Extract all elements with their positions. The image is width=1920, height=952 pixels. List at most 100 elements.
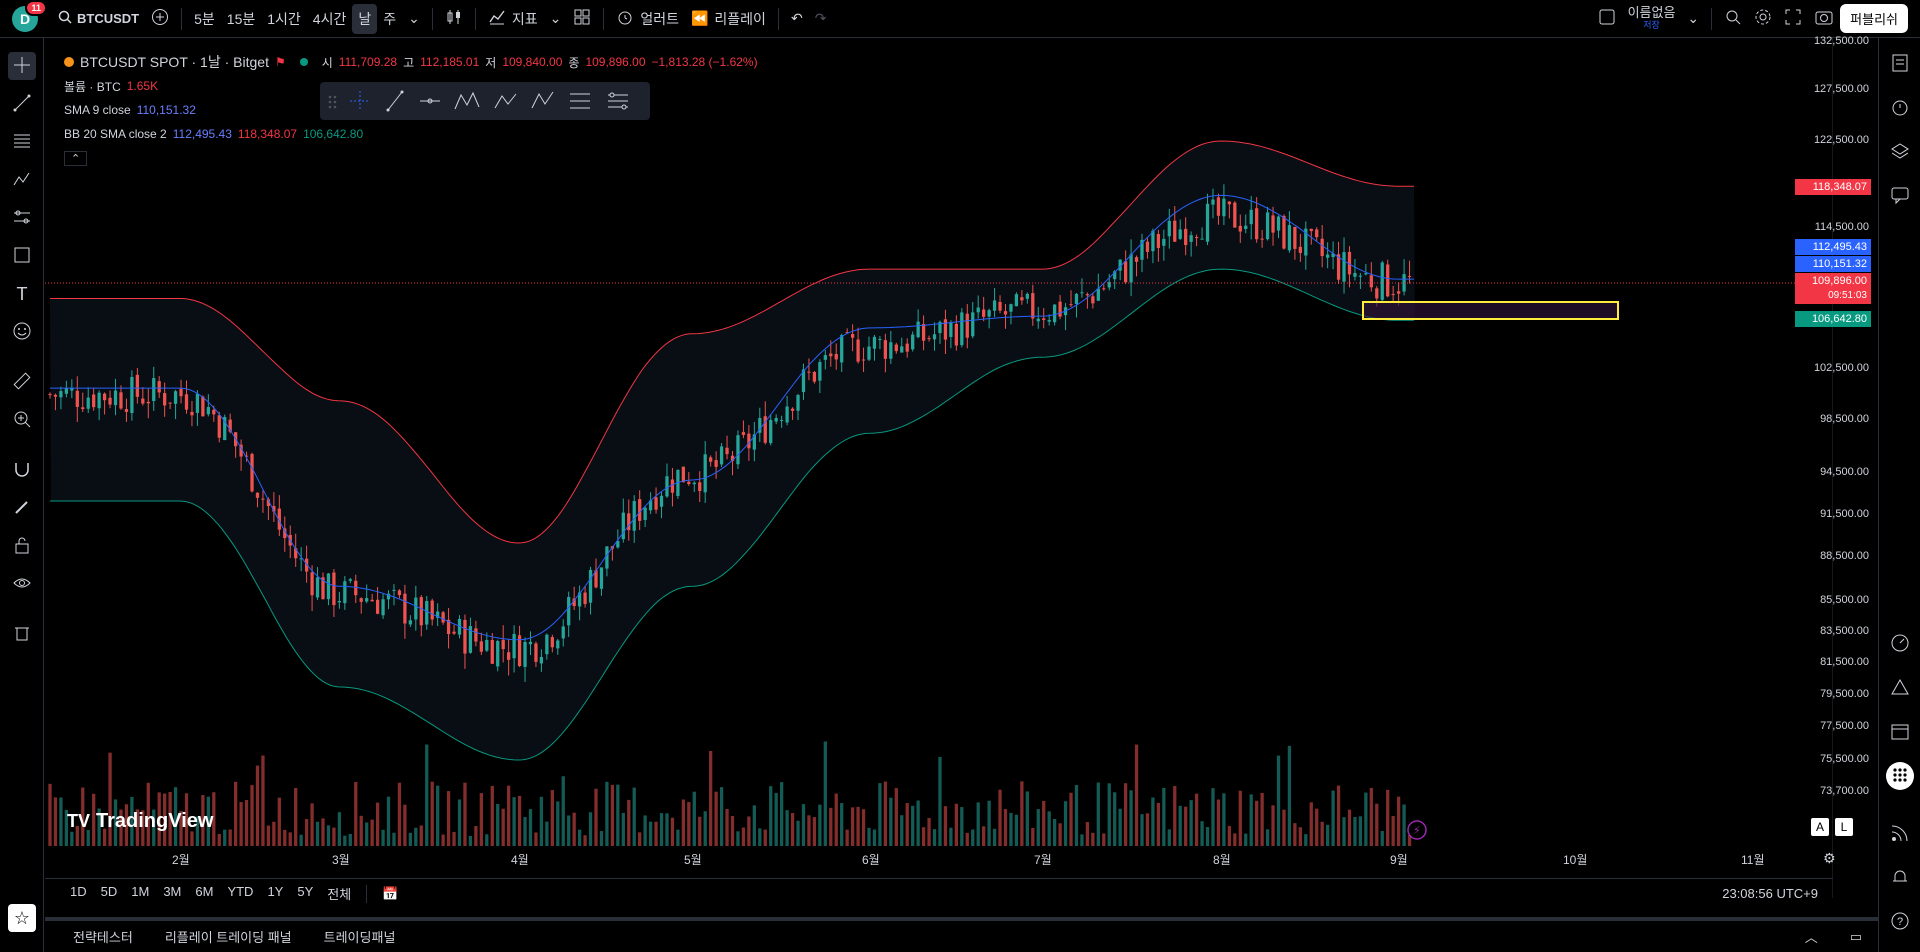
sma-legend-row[interactable]: SMA 9 close 110,151.32 <box>64 103 196 117</box>
auto-scale-button[interactable]: A <box>1811 818 1829 836</box>
legend-title: BTCUSDT SPOT · 1날 · Bitget <box>80 54 269 70</box>
intervals-dropdown[interactable]: ⌄ <box>402 4 426 34</box>
range-button[interactable]: 3M <box>163 884 182 899</box>
tab-strategy-tester[interactable]: 전략테스터 <box>73 930 133 945</box>
magnet-tool[interactable] <box>8 456 36 484</box>
volume-legend-row[interactable]: 볼륨 · BTC 1.65K <box>64 79 159 94</box>
favorites-button[interactable]: ☆ <box>8 904 36 932</box>
bb-legend-row[interactable]: BB 20 SMA close 2 112,495.43 118,348.07 … <box>64 127 364 141</box>
shape-tool[interactable] <box>8 242 36 270</box>
drawing-mode-tool[interactable] <box>8 494 36 522</box>
templates-button[interactable] <box>567 4 597 34</box>
volume-bar <box>616 784 620 846</box>
tab-trading-panel[interactable]: 트레이딩패널 <box>323 930 396 945</box>
scale-settings-button[interactable]: ⚙ <box>1823 850 1836 867</box>
object-tree-button[interactable] <box>1886 138 1914 166</box>
interval-1d[interactable]: 날 <box>352 3 378 34</box>
trend-line-tool[interactable] <box>8 90 36 118</box>
crosshair-tool[interactable] <box>8 52 36 80</box>
publish-button[interactable]: 퍼블리쉬 <box>1840 4 1908 33</box>
interval-1h[interactable]: 1시간 <box>267 10 301 27</box>
range-button[interactable]: 1M <box>131 884 150 899</box>
text-tool[interactable]: T <box>8 280 36 308</box>
tab-replay-trading[interactable]: 리플레이 트레이딩 패널 <box>164 930 292 945</box>
alerts-button[interactable] <box>1886 94 1914 122</box>
range-button[interactable]: 5D <box>100 884 118 899</box>
candle-body <box>550 637 554 648</box>
zoom-tool[interactable] <box>8 406 36 434</box>
range-button[interactable]: 전체 <box>327 887 352 902</box>
calendar-button[interactable] <box>1886 718 1914 746</box>
range-button[interactable]: YTD <box>227 884 254 899</box>
trading-button[interactable] <box>1886 630 1914 658</box>
range-icon[interactable] <box>608 92 628 110</box>
drag-handle-icon[interactable] <box>328 95 337 109</box>
visibility-tool[interactable] <box>8 570 36 598</box>
price-label: 73,700.00 <box>1820 785 1869 797</box>
candle-body <box>818 362 822 381</box>
layout-checkbox[interactable] <box>1592 4 1622 34</box>
drawn-rectangle[interactable] <box>1362 301 1619 320</box>
quick-search-button[interactable] <box>1718 4 1748 34</box>
log-scale-button[interactable]: L <box>1835 818 1853 836</box>
range-button[interactable]: 1Y <box>267 884 284 899</box>
layout-name-button[interactable]: 이름없음 저장 <box>1627 4 1676 30</box>
go-to-date-button[interactable]: 📅 <box>375 886 405 902</box>
range-button[interactable]: 1D <box>70 884 87 899</box>
projection-tool[interactable] <box>8 204 36 232</box>
watchlist-button[interactable] <box>1886 50 1914 78</box>
notifications-button[interactable] <box>1886 864 1914 892</box>
undo-button[interactable]: ↶ <box>785 4 809 34</box>
crosshair-draw-icon[interactable] <box>350 91 370 111</box>
replay-button[interactable]: ⏪ 리플레이 <box>690 10 766 27</box>
ideas-button[interactable] <box>1886 674 1914 702</box>
add-symbol-button[interactable] <box>145 4 175 34</box>
delete-drawings-button[interactable] <box>8 620 36 648</box>
candle-body <box>266 499 271 507</box>
symbol-legend-row[interactable]: BTCUSDT SPOT · 1날 · Bitget ⚑ 시 111,709.28… <box>64 50 758 74</box>
chats-button[interactable] <box>1886 182 1914 210</box>
crosshair-icon <box>12 55 32 78</box>
range-button[interactable]: 6M <box>195 884 214 899</box>
abcd-pattern-icon[interactable] <box>494 93 517 109</box>
symbol-search[interactable]: BTCUSDT <box>52 4 145 34</box>
fib-tool[interactable] <box>8 128 36 156</box>
trend-line-draw-icon[interactable] <box>386 90 404 112</box>
snapshot-button[interactable] <box>1808 4 1840 34</box>
lightning-marker[interactable] <box>1407 820 1427 840</box>
maximize-panel-button[interactable]: ▭ <box>1834 929 1878 945</box>
elliott-wave-icon[interactable] <box>454 91 480 110</box>
streams-button[interactable] <box>1886 820 1914 848</box>
ruler-tool[interactable] <box>8 368 36 396</box>
indicators-button[interactable]: 지표 <box>482 4 544 34</box>
help-button[interactable]: ? <box>1886 908 1914 936</box>
redo-button[interactable]: ↷ <box>809 4 833 34</box>
horizontal-ray-icon[interactable] <box>420 98 440 104</box>
user-avatar[interactable]: D 11 <box>12 0 47 32</box>
settings-button[interactable] <box>1748 4 1778 34</box>
clock-display[interactable]: 23:08:56 UTC+9 <box>1722 886 1818 901</box>
price-chart[interactable]: ⚡ <box>45 38 1833 898</box>
flag-icon[interactable]: ⚑ <box>274 55 286 69</box>
pattern-tool[interactable] <box>8 166 36 194</box>
range-button[interactable]: 5Y <box>297 884 314 899</box>
candle-body <box>97 392 101 409</box>
emoji-tool[interactable] <box>8 318 36 346</box>
fib-retracement-icon[interactable] <box>570 93 590 109</box>
lock-tool[interactable] <box>8 532 36 560</box>
apps-button[interactable] <box>1886 762 1914 790</box>
candle-body <box>294 548 298 559</box>
volume-bar <box>206 796 210 846</box>
interval-4h[interactable]: 4시간 <box>312 10 347 27</box>
alert-button[interactable]: 얼러트 <box>610 4 685 34</box>
interval-1w[interactable]: 주 <box>383 10 397 27</box>
collapse-panel-button[interactable]: ︿ <box>1789 927 1834 946</box>
layout-dropdown[interactable]: ⌄ <box>1681 4 1705 34</box>
chart-type-button[interactable] <box>439 4 469 34</box>
interval-15m[interactable]: 15분 <box>226 10 256 27</box>
fullscreen-button[interactable] <box>1778 4 1808 34</box>
collapse-legend-button[interactable]: ⌃ <box>64 146 758 170</box>
indicators-dropdown[interactable]: ⌄ <box>544 4 568 34</box>
xabcd-pattern-icon[interactable] <box>531 91 554 109</box>
interval-5m[interactable]: 5분 <box>194 10 215 27</box>
